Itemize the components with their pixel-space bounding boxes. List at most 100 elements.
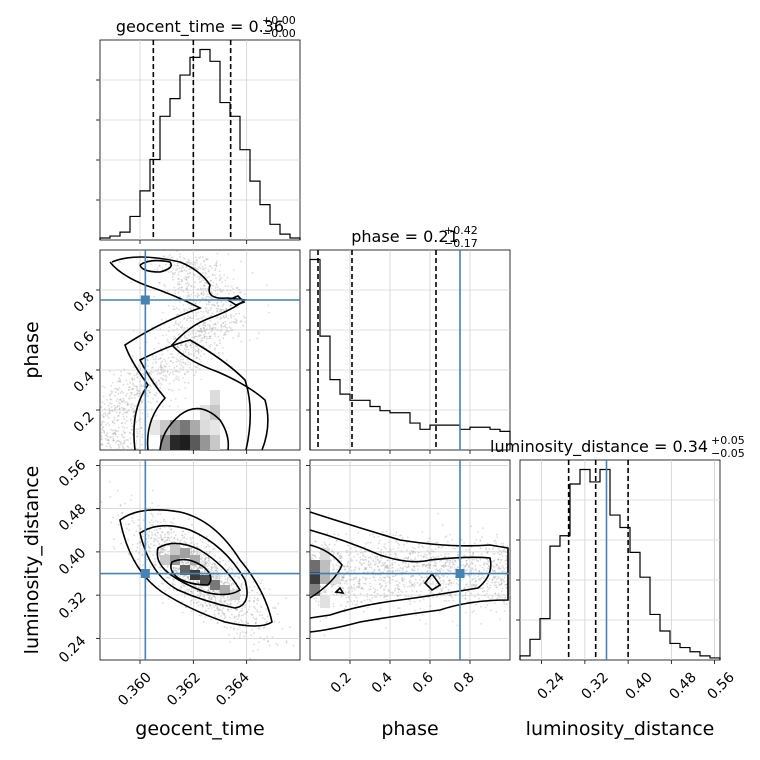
- sample-point-phase-geocent: [149, 372, 152, 374]
- sample-point-phase-geocent: [199, 355, 202, 357]
- sample-point-distance-geocent: [176, 538, 179, 540]
- sample-point-phase-geocent: [212, 274, 214, 277]
- sample-point-phase-geocent: [103, 431, 106, 434]
- sample-point-distance-phase: [340, 593, 343, 596]
- sample-point-distance-geocent: [138, 527, 141, 529]
- sample-point-distance-phase: [473, 610, 475, 612]
- sample-point-distance-geocent: [135, 550, 138, 552]
- sample-point-distance-phase: [387, 551, 390, 553]
- sample-point-distance-geocent: [214, 604, 217, 607]
- sample-point-phase-geocent: [179, 367, 182, 370]
- sample-point-distance-phase: [427, 541, 429, 544]
- sample-point-phase-geocent: [194, 350, 197, 353]
- sample-point-phase-geocent: [214, 269, 217, 272]
- sample-point-distance-phase: [381, 564, 384, 567]
- sample-point-phase-geocent: [123, 436, 125, 439]
- sample-point-phase-geocent: [177, 352, 180, 355]
- sample-point-distance-phase: [342, 575, 345, 578]
- sample-point-distance-phase: [343, 565, 345, 567]
- sample-point-distance-phase: [471, 585, 473, 588]
- sample-point-phase-geocent: [206, 328, 209, 331]
- sample-point-distance-phase: [397, 583, 400, 586]
- sample-point-distance-geocent: [159, 552, 162, 554]
- sample-point-distance-phase: [477, 593, 479, 595]
- density-cell-distance-geocent: [200, 575, 210, 585]
- sample-point-distance-phase: [331, 584, 334, 587]
- sample-point-phase-geocent: [160, 362, 162, 364]
- density-cell-distance-phase: [310, 584, 320, 596]
- sample-point-phase-geocent: [141, 443, 143, 446]
- contour-phase-geocent-4: [159, 407, 230, 451]
- sample-point-distance-geocent: [145, 507, 148, 510]
- sample-point-distance-geocent: [130, 494, 133, 497]
- sample-point-phase-geocent: [177, 376, 180, 379]
- sample-point-distance-geocent: [263, 638, 265, 641]
- sample-point-distance-geocent: [247, 608, 250, 611]
- sample-point-distance-phase: [379, 586, 382, 589]
- sample-point-phase-geocent: [103, 403, 106, 405]
- sample-point-phase-geocent: [218, 279, 221, 282]
- sample-point-distance-geocent: [211, 563, 214, 566]
- sample-point-distance-geocent: [191, 564, 194, 567]
- sample-point-distance-phase: [499, 559, 502, 561]
- sample-point-phase-geocent: [110, 398, 112, 401]
- sample-point-distance-geocent: [170, 521, 173, 524]
- sample-point-distance-phase: [413, 565, 416, 568]
- sample-point-distance-phase: [409, 603, 412, 605]
- sample-point-phase-geocent: [130, 422, 133, 425]
- sample-point-phase-geocent: [203, 336, 206, 339]
- sample-point-phase-geocent: [134, 385, 137, 387]
- sample-point-distance-geocent: [249, 657, 251, 660]
- sample-point-distance-phase: [435, 541, 438, 544]
- sample-point-distance-phase: [499, 561, 501, 564]
- sample-point-distance-geocent: [240, 585, 243, 588]
- sample-point-phase-geocent: [179, 255, 182, 258]
- sample-point-phase-geocent: [131, 428, 133, 431]
- sample-point-phase-geocent: [116, 406, 119, 408]
- sample-point-distance-geocent: [164, 520, 167, 523]
- sample-point-phase-geocent: [116, 398, 119, 400]
- sample-point-distance-phase: [498, 553, 501, 556]
- sample-point-phase-geocent: [112, 421, 114, 424]
- sample-point-distance-geocent: [221, 609, 224, 611]
- sample-point-distance-geocent: [216, 621, 219, 624]
- sample-point-distance-phase: [435, 575, 437, 578]
- sample-point-distance-phase: [401, 591, 404, 593]
- sample-point-phase-geocent: [112, 439, 115, 442]
- sample-point-distance-phase: [340, 557, 343, 559]
- sample-point-distance-phase: [448, 600, 450, 602]
- title-luminosity-distance-plus: +0.05: [711, 434, 745, 447]
- sample-point-phase-geocent: [135, 393, 138, 396]
- sample-point-phase-geocent: [124, 407, 126, 410]
- sample-point-phase-geocent: [119, 402, 122, 405]
- sample-point-distance-geocent: [137, 558, 139, 561]
- sample-point-distance-geocent: [200, 561, 203, 564]
- sample-point-phase-geocent: [203, 353, 206, 355]
- sample-point-distance-geocent: [177, 574, 180, 576]
- sample-point-phase-geocent: [177, 405, 180, 408]
- sample-point-distance-geocent: [190, 568, 193, 570]
- sample-point-distance-phase: [483, 590, 486, 593]
- sample-point-distance-geocent: [199, 539, 202, 541]
- sample-point-phase-geocent: [178, 333, 181, 335]
- sample-point-distance-geocent: [152, 515, 154, 518]
- sample-point-distance-geocent: [163, 545, 166, 548]
- sample-point-distance-geocent: [199, 552, 201, 554]
- sample-point-distance-phase: [398, 544, 401, 547]
- sample-point-phase-geocent: [200, 293, 203, 295]
- sample-point-phase-geocent: [177, 324, 180, 327]
- sample-point-phase-geocent: [195, 371, 197, 374]
- sample-point-phase-geocent: [118, 412, 121, 415]
- sample-point-distance-geocent: [161, 531, 164, 533]
- sample-point-distance-geocent: [212, 577, 215, 579]
- sample-point-distance-phase: [427, 564, 430, 567]
- sample-point-phase-geocent: [127, 403, 130, 405]
- sample-point-distance-phase: [411, 575, 414, 577]
- sample-point-distance-geocent: [182, 530, 184, 533]
- sample-point-distance-phase: [493, 575, 496, 578]
- sample-point-distance-geocent: [210, 568, 213, 571]
- sample-point-distance-geocent: [181, 534, 184, 537]
- sample-point-distance-geocent: [167, 533, 170, 536]
- sample-point-phase-geocent: [106, 399, 108, 401]
- sample-point-distance-geocent: [207, 556, 210, 559]
